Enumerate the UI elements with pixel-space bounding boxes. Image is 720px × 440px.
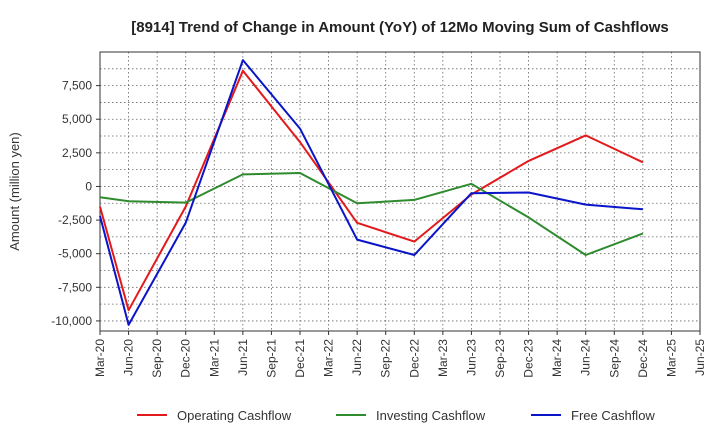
x-tick-label: Dec-20 bbox=[179, 339, 193, 378]
y-tick-label: -5,000 bbox=[58, 247, 92, 261]
series-lines bbox=[99, 59, 644, 326]
series-line-1 bbox=[99, 172, 644, 256]
y-tick-label: -10,000 bbox=[51, 314, 92, 328]
x-tick-label: Sep-23 bbox=[493, 339, 507, 378]
chart-title: [8914] Trend of Change in Amount (YoY) o… bbox=[131, 19, 669, 36]
y-tick-label: 7,500 bbox=[62, 79, 92, 93]
x-tick-label: Sep-24 bbox=[607, 339, 621, 378]
series-line-2 bbox=[99, 59, 643, 326]
x-tick-label: Mar-25 bbox=[664, 339, 678, 377]
x-tick-label: Jun-23 bbox=[464, 339, 478, 376]
x-tick-label: Jun-22 bbox=[350, 339, 364, 376]
x-tick-label: Sep-21 bbox=[264, 339, 278, 378]
x-tick-label: Jun-21 bbox=[236, 339, 250, 376]
series-line-0 bbox=[99, 69, 644, 312]
y-axis-ticks: -10,000 -7,500 -5,000 -2,500 0 2,500 5,000 7,50… bbox=[51, 79, 100, 328]
x-tick-label: Mar-21 bbox=[207, 339, 221, 377]
y-tick-label: 5,000 bbox=[62, 112, 92, 126]
y-tick-label: 2,500 bbox=[62, 146, 92, 160]
x-tick-label: Jun-25 bbox=[693, 339, 707, 376]
y-tick-label: -7,500 bbox=[58, 280, 92, 294]
x-tick-label: Mar-22 bbox=[322, 339, 336, 377]
legend: Operating Cashflow Investing Cashflow Free… bbox=[137, 408, 655, 423]
x-tick-label: Mar-20 bbox=[93, 339, 107, 377]
legend-label: Operating Cashflow bbox=[177, 408, 292, 423]
x-tick-label: Jun-20 bbox=[122, 339, 136, 376]
x-tick-label: Dec-24 bbox=[636, 339, 650, 378]
x-tick-label: Jun-24 bbox=[579, 339, 593, 376]
x-tick-label: Sep-22 bbox=[379, 339, 393, 378]
legend-label: Investing Cashflow bbox=[376, 408, 486, 423]
x-tick-label: Dec-22 bbox=[407, 339, 421, 378]
y-tick-label: -2,500 bbox=[58, 213, 92, 227]
x-tick-label: Mar-24 bbox=[550, 339, 564, 377]
y-axis-label: Amount (million yen) bbox=[7, 132, 22, 251]
legend-label: Free Cashflow bbox=[571, 408, 655, 423]
grid bbox=[99, 51, 701, 331]
x-tick-label: Dec-23 bbox=[522, 339, 536, 378]
x-tick-label: Mar-23 bbox=[436, 339, 450, 377]
x-tick-label: Dec-21 bbox=[293, 339, 307, 378]
plot-area bbox=[99, 51, 701, 332]
x-tick-label: Sep-20 bbox=[150, 339, 164, 378]
x-axis-ticks: Mar-20 Jun-20 Sep-20 Dec-20 Mar-21 Jun-21 Sep-… bbox=[93, 331, 707, 378]
y-tick-label: 0 bbox=[85, 179, 92, 193]
